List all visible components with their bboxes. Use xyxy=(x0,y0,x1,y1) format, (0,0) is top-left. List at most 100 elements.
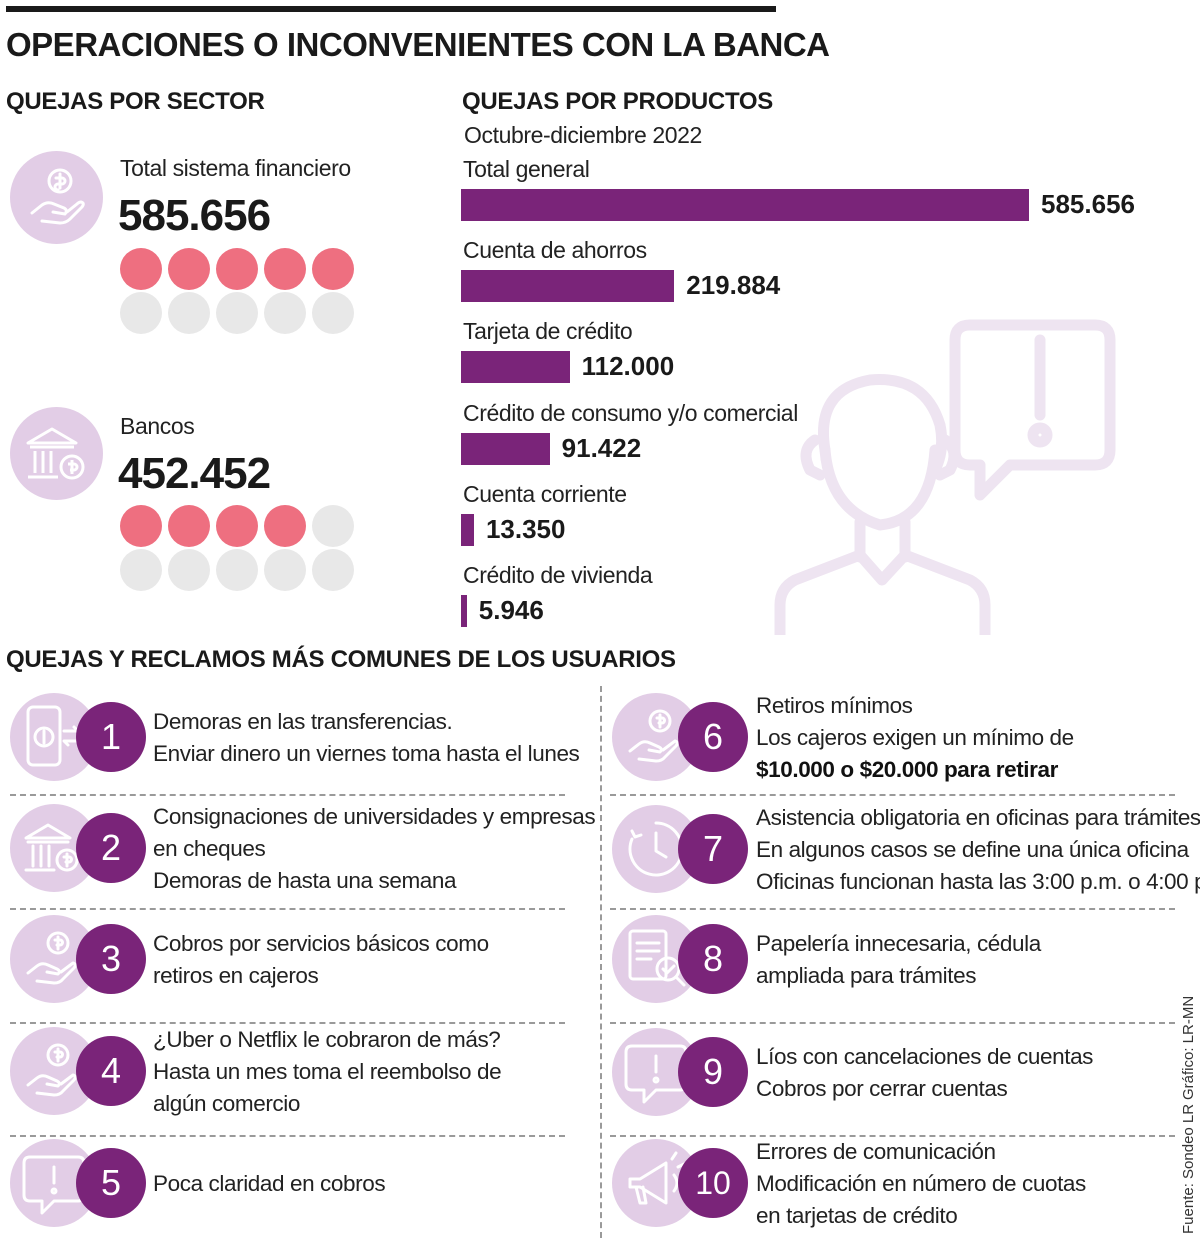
complaint-line: Oficinas funcionan hasta las 3:00 p.m. o… xyxy=(756,869,1200,894)
complaint-line: algún comercio xyxy=(153,1091,300,1116)
filled-dot xyxy=(168,248,210,290)
graphic-credit: Gráfico: LR-MN xyxy=(1180,995,1197,1100)
filled-dot xyxy=(264,248,306,290)
sector-title: QUEJAS POR SECTOR xyxy=(6,88,265,115)
item-number-badge: 9 xyxy=(678,1037,748,1107)
bar xyxy=(461,351,570,384)
empty-dot xyxy=(120,549,162,591)
complaint-line-emphasis: $10.000 o $20.000 para retirar xyxy=(756,757,1058,782)
bar-category-label: Total general xyxy=(463,156,590,182)
row-divider xyxy=(10,1135,565,1137)
empty-dot xyxy=(312,549,354,591)
complaint-line: retiros en cajeros xyxy=(153,963,319,988)
empty-dot xyxy=(216,292,258,334)
empty-dot xyxy=(168,549,210,591)
item-number-badge: 2 xyxy=(76,813,146,883)
complaint-line: Retiros mínimos xyxy=(756,693,913,718)
sector-label-total: Total sistema financiero xyxy=(120,155,351,181)
page-title: OPERACIONES O INCONVENIENTES CON LA BANC… xyxy=(6,26,830,63)
item-number-badge: 10 xyxy=(678,1148,748,1218)
complaint-line: en cheques xyxy=(153,836,266,861)
bar xyxy=(461,189,1029,221)
complaint-text: Papelería innecesaria, cédula ampliada pa… xyxy=(756,928,1041,992)
chart-subtitle: Octubre-diciembre 2022 xyxy=(464,122,702,148)
complaint-line: ampliada para trámites xyxy=(756,963,977,988)
item-number-badge: 6 xyxy=(678,702,748,772)
person-alert-icon xyxy=(774,319,1116,635)
item-number-badge: 3 xyxy=(76,924,146,994)
bar-category-label: Crédito de consumo y/o comercial xyxy=(463,399,798,426)
complaint-line: Los cajeros exigen un mínimo de xyxy=(756,725,1074,750)
top-rule xyxy=(6,6,776,12)
source-credit: Fuente: Sondeo LR xyxy=(1180,1103,1197,1234)
complaint-line: Demoras de hasta una semana xyxy=(153,868,457,893)
complaint-line: Consignaciones de universidades y empres… xyxy=(153,804,596,829)
complaint-line: Modificación en número de cuotas xyxy=(756,1171,1086,1196)
filled-dot xyxy=(216,505,258,547)
sector-value-banks: 452.452 xyxy=(118,449,271,498)
complaint-text: Demoras en las transferencias. Enviar din… xyxy=(153,706,580,770)
item-number-badge: 1 xyxy=(76,702,146,772)
complaint-text: Líos con cancelaciones de cuentas Cobros … xyxy=(756,1041,1093,1105)
filled-dot xyxy=(120,248,162,290)
bar-value-label: 219.884 xyxy=(686,270,781,301)
bar-value-label: 112.000 xyxy=(581,351,675,382)
dot-grid-banks xyxy=(120,505,360,595)
complaint-text: Asistencia obligatoria en oficinas para … xyxy=(756,802,1200,898)
alert-message-icon xyxy=(10,1139,98,1227)
products-bar-chart: Total general 585.656 Cuenta de ahorros 219… xyxy=(461,156,1135,627)
item-number-badge: 4 xyxy=(76,1036,146,1106)
dot-grid-total xyxy=(120,248,360,338)
sector-value-total: 585.656 xyxy=(118,191,271,240)
common-title: QUEJAS Y RECLAMOS MÁS COMUNES DE LOS USU… xyxy=(6,646,676,673)
complaint-line: En algunos casos se define una única ofi… xyxy=(756,837,1189,862)
item-number-badge: 8 xyxy=(678,924,748,994)
bar-value-label: 91.422 xyxy=(561,432,642,463)
bar xyxy=(461,270,675,303)
empty-dot xyxy=(120,292,162,334)
complaint-line: Poca claridad en cobros xyxy=(153,1171,386,1196)
row-divider xyxy=(10,794,565,796)
row-divider xyxy=(10,1022,565,1024)
row-divider xyxy=(610,1022,1175,1024)
complaint-text: Retiros mínimos Los cajeros exigen un mín… xyxy=(756,690,1074,786)
bar-value-label: 585.656 xyxy=(1041,189,1135,219)
row-divider xyxy=(610,794,1175,796)
complaint-text: Consignaciones de universidades y empres… xyxy=(153,801,596,897)
complaint-text: ¿Uber o Netflix le cobraron de más? Hasta… xyxy=(153,1024,502,1120)
row-divider xyxy=(610,1135,1175,1137)
empty-dot xyxy=(312,292,354,334)
filled-dot xyxy=(168,505,210,547)
empty-dot xyxy=(264,292,306,334)
filled-dot xyxy=(312,248,354,290)
complaint-line: Demoras en las transferencias. xyxy=(153,709,453,734)
row-divider xyxy=(610,908,1175,910)
bar-value-label: 13.350 xyxy=(485,513,566,544)
empty-dot xyxy=(264,549,306,591)
bar xyxy=(461,513,474,546)
complaint-line: ¿Uber o Netflix le cobraron de más? xyxy=(153,1027,501,1052)
hand-coin-icon xyxy=(10,151,103,244)
row-divider xyxy=(10,908,565,910)
filled-dot xyxy=(264,505,306,547)
empty-dot xyxy=(216,549,258,591)
filled-dot xyxy=(120,505,162,547)
filled-dot xyxy=(216,248,258,290)
complaint-line: Asistencia obligatoria en oficinas para … xyxy=(756,805,1200,830)
bar-category-label: Crédito de vivienda xyxy=(463,562,653,588)
empty-dot xyxy=(168,292,210,334)
complaint-line: Errores de comunicación xyxy=(756,1139,996,1164)
empty-dot xyxy=(312,505,354,547)
complaint-text: Errores de comunicación Modificación en n… xyxy=(756,1136,1086,1232)
complaint-line: Hasta un mes toma el reembolso de xyxy=(153,1059,502,1084)
bar-category-label: Cuenta de ahorros xyxy=(463,237,647,264)
complaint-line: en tarjetas de crédito xyxy=(756,1203,958,1228)
complaint-text: Cobros por servicios básicos como retiros… xyxy=(153,928,489,992)
item-number-badge: 5 xyxy=(76,1148,146,1218)
sector-label-banks: Bancos xyxy=(120,413,195,439)
bar-category-label: Cuenta corriente xyxy=(463,480,627,507)
bar xyxy=(461,432,550,465)
complaint-line: Papelería innecesaria, cédula xyxy=(756,931,1041,956)
column-divider xyxy=(600,686,602,1238)
